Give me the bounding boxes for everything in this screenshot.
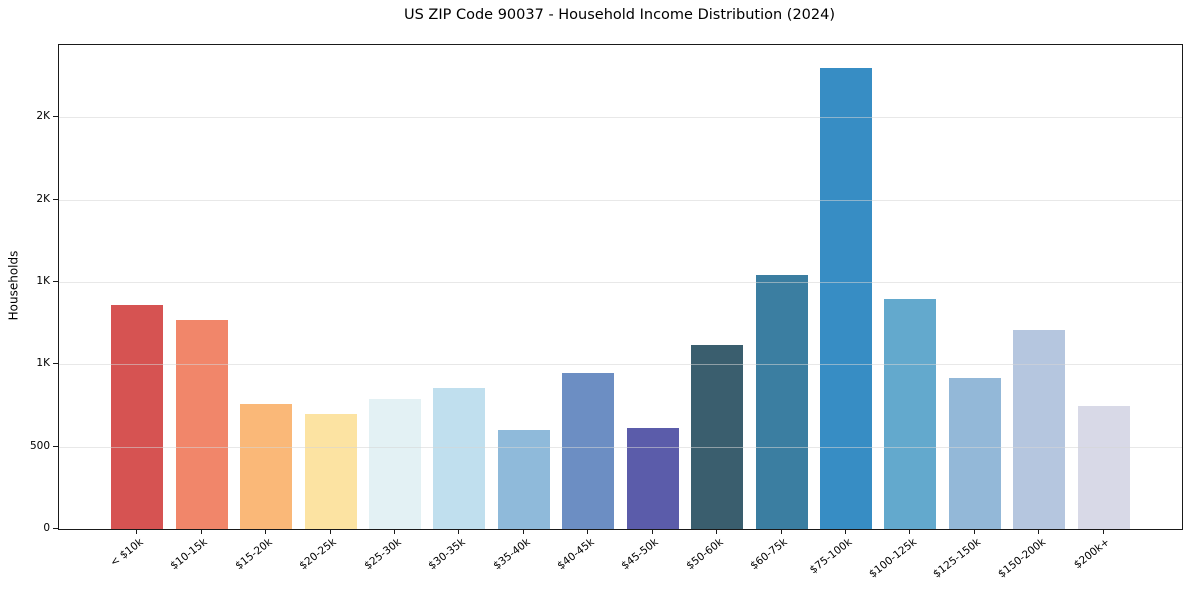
- bar-$125-150k: [948, 378, 1001, 529]
- y-tick-mark: [53, 528, 58, 529]
- x-tick-label: $125-150k: [931, 536, 984, 581]
- x-tick-label: $150-200k: [995, 536, 1048, 581]
- x-tick-mark: [716, 529, 718, 534]
- bar-$35-40k: [497, 430, 550, 529]
- x-tick-label: $15-20k: [232, 536, 275, 573]
- x-tick-mark: [1102, 529, 1104, 534]
- bar-$15-20k: [240, 403, 293, 529]
- y-tick-label: 1K: [36, 357, 50, 370]
- bar-$40-45k: [562, 372, 615, 529]
- y-tick-mark: [53, 445, 58, 447]
- bar-$150-200k: [1013, 329, 1066, 529]
- bar-< $10k: [111, 305, 164, 529]
- x-tick-mark: [458, 529, 460, 534]
- x-tick-mark: [651, 529, 653, 534]
- gridline: [59, 282, 1182, 284]
- x-tick-label: $50-60k: [684, 536, 726, 573]
- bar-$50-60k: [691, 344, 744, 529]
- x-tick-label: $20-25k: [297, 536, 339, 573]
- bar-$60-75k: [755, 275, 808, 529]
- x-tick-mark: [780, 529, 782, 534]
- y-tick-label: 500: [29, 439, 50, 452]
- bar-$45-50k: [626, 427, 679, 529]
- x-tick-label: $30-35k: [426, 536, 468, 573]
- bar-$100-125k: [884, 298, 937, 529]
- y-tick-label: 0: [43, 522, 50, 534]
- bar-$20-25k: [304, 413, 357, 529]
- x-tick-label: $25-30k: [361, 536, 404, 573]
- x-tick-label: $10-15k: [168, 536, 211, 573]
- bar-$10-15k: [175, 319, 228, 529]
- x-tick-mark: [973, 529, 975, 534]
- x-tick-label: $60-75k: [748, 536, 790, 573]
- gridline: [59, 199, 1182, 201]
- chart-title: US ZIP Code 90037 - Household Income Dis…: [403, 7, 836, 23]
- x-tick-label: < $10k: [108, 536, 146, 570]
- x-tick-label: $200k+: [1071, 536, 1113, 572]
- x-tick-mark: [200, 529, 202, 534]
- bar-$200k+: [1077, 406, 1130, 529]
- x-tick-mark: [909, 529, 911, 534]
- x-tick-label: $75-100k: [807, 536, 855, 577]
- y-tick-mark: [53, 281, 58, 283]
- bar-$75-100k: [820, 68, 873, 529]
- x-tick-label: $45-50k: [619, 536, 662, 573]
- y-tick-label: 2K: [36, 110, 50, 123]
- x-tick-mark: [136, 529, 138, 534]
- y-tick-mark: [53, 198, 58, 200]
- y-tick-label: 2K: [36, 192, 50, 205]
- x-tick-mark: [1038, 529, 1040, 534]
- plot-area: [58, 44, 1183, 530]
- x-tick-mark: [265, 529, 267, 534]
- y-tick-label: 1K: [36, 275, 50, 288]
- y-tick-mark: [53, 116, 58, 118]
- bar-$25-30k: [368, 398, 421, 529]
- x-tick-mark: [329, 529, 331, 534]
- y-tick-mark: [53, 363, 58, 365]
- bar-$30-35k: [433, 388, 486, 529]
- gridline: [59, 117, 1182, 119]
- x-tick-label: $40-45k: [555, 536, 597, 573]
- x-tick-mark: [522, 529, 524, 534]
- x-tick-mark: [587, 529, 589, 534]
- x-tick-label: $35-40k: [490, 536, 533, 573]
- x-tick-mark: [393, 529, 395, 534]
- x-tick-label: $100-125k: [866, 536, 919, 581]
- x-tick-mark: [845, 529, 847, 534]
